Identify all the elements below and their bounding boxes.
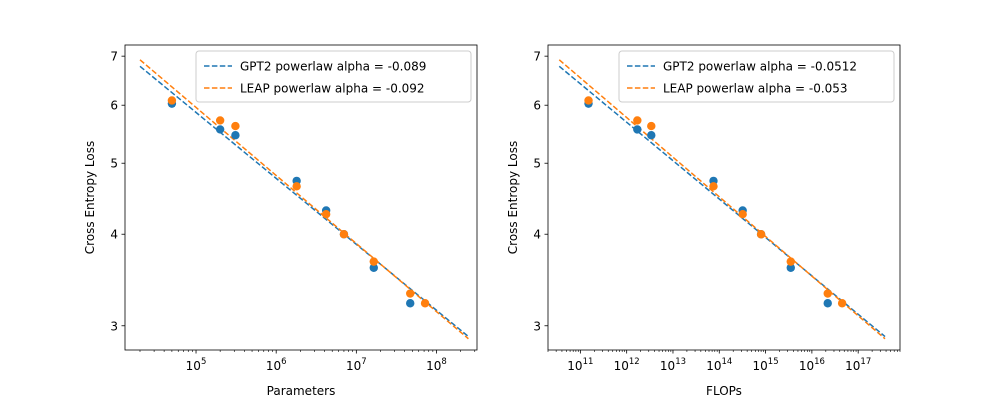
x-tick-exponent: 15: [768, 357, 779, 367]
x-axis-label: Parameters: [267, 384, 336, 398]
y-tick-label: 5: [110, 157, 118, 171]
x-tick-label: 1012: [614, 357, 640, 373]
y-tick-label: 3: [110, 319, 118, 333]
x-tick-exponent: 6: [281, 357, 286, 367]
x-tick-label: 106: [266, 357, 287, 373]
x-tick-label: 1011: [567, 357, 593, 373]
x-tick-label: 1015: [753, 357, 779, 373]
data-point-series-2: [406, 289, 415, 298]
x-tick-base: 10: [845, 359, 860, 373]
y-tick-label: 4: [110, 228, 118, 242]
data-point-series-2: [738, 209, 747, 219]
y-tick-label: 6: [533, 99, 541, 113]
plot-frame: [124, 44, 478, 351]
x-tick-exponent: 14: [722, 357, 733, 367]
data-point-series-2: [647, 121, 656, 131]
x-tick-exponent: 13: [675, 357, 686, 367]
x-tick-base: 10: [567, 359, 582, 373]
data-point-series-2: [420, 299, 430, 308]
legend-label-series-2: LEAP powerlaw alpha = -0.053: [663, 82, 848, 96]
chart-panel-2: 1011 1012 1013 1014 1015 1016 101734567FLOPsCr…: [506, 44, 901, 398]
legend-box: [195, 50, 472, 103]
x-tick-exponent: 11: [583, 357, 594, 367]
x-tick-base: 10: [186, 359, 201, 373]
data-point-series-2: [167, 96, 177, 105]
x-tick-label: 108: [426, 357, 447, 373]
x-tick-base: 10: [753, 359, 768, 373]
data-point-series-1: [369, 263, 378, 272]
legend: GPT2 powerlaw alpha = -0.0512 LEAP powerl…: [618, 50, 895, 103]
data-point-series-2: [709, 182, 718, 191]
data-point-series-2: [584, 96, 593, 105]
data-point-series-2: [215, 116, 225, 125]
data-point-series-2: [231, 121, 240, 131]
data-point-series-2: [321, 209, 331, 219]
data-point-series-1: [231, 131, 240, 140]
x-tick-label: 1013: [660, 357, 686, 373]
x-tick-label: 1014: [706, 357, 732, 373]
x-tick-exponent: 16: [814, 357, 825, 367]
legend-label-series-1: GPT2 powerlaw alpha = -0.089: [240, 60, 426, 74]
legend-label-series-1: GPT2 powerlaw alpha = -0.0512: [663, 60, 857, 74]
y-tick-label: 7: [533, 50, 541, 64]
x-tick-base: 10: [706, 359, 721, 373]
y-tick-label: 3: [533, 319, 541, 333]
data-point-series-1: [823, 299, 832, 308]
x-tick-base: 10: [266, 359, 281, 373]
data-point-series-1: [633, 125, 642, 134]
data-point-series-2: [633, 116, 642, 125]
legend-label-series-2: LEAP powerlaw alpha = -0.092: [240, 82, 425, 96]
data-point-series-2: [786, 257, 795, 266]
x-tick-exponent: 7: [361, 357, 366, 367]
data-point-series-2: [837, 299, 847, 308]
y-tick-label: 4: [533, 228, 541, 242]
y-tick-label: 5: [533, 157, 541, 171]
y-tick-label: 6: [110, 99, 118, 113]
data-point-series-2: [823, 289, 832, 298]
x-tick-base: 10: [799, 359, 814, 373]
data-point-series-1: [786, 263, 795, 272]
x-tick-exponent: 12: [629, 357, 640, 367]
x-tick-base: 10: [660, 359, 675, 373]
legend-box: [618, 50, 895, 103]
x-tick-exponent: 5: [201, 357, 206, 367]
data-point-series-2: [339, 230, 349, 239]
x-tick-base: 10: [614, 359, 629, 373]
data-point-series-2: [756, 230, 766, 239]
x-tick-exponent: 17: [860, 357, 871, 367]
x-tick-exponent: 8: [441, 357, 446, 367]
y-tick-label: 7: [110, 50, 118, 64]
x-tick-label: 105: [186, 357, 207, 373]
legend: GPT2 powerlaw alpha = -0.089 LEAP powerla…: [195, 50, 472, 103]
x-axis-label: FLOPs: [706, 384, 742, 398]
x-tick-base: 10: [426, 359, 441, 373]
x-tick-label: 1017: [845, 357, 871, 373]
data-point-series-1: [647, 131, 656, 140]
y-axis-label: Cross Entropy Loss: [506, 141, 520, 254]
x-tick-label: 1016: [799, 357, 825, 373]
data-point-series-1: [406, 299, 415, 308]
y-axis-label: Cross Entropy Loss: [83, 141, 97, 254]
x-tick-label: 107: [346, 357, 367, 373]
data-point-series-2: [292, 182, 301, 191]
x-tick-base: 10: [346, 359, 361, 373]
data-point-series-1: [215, 125, 225, 134]
plot-frame: [547, 44, 901, 351]
data-point-series-2: [369, 257, 378, 266]
